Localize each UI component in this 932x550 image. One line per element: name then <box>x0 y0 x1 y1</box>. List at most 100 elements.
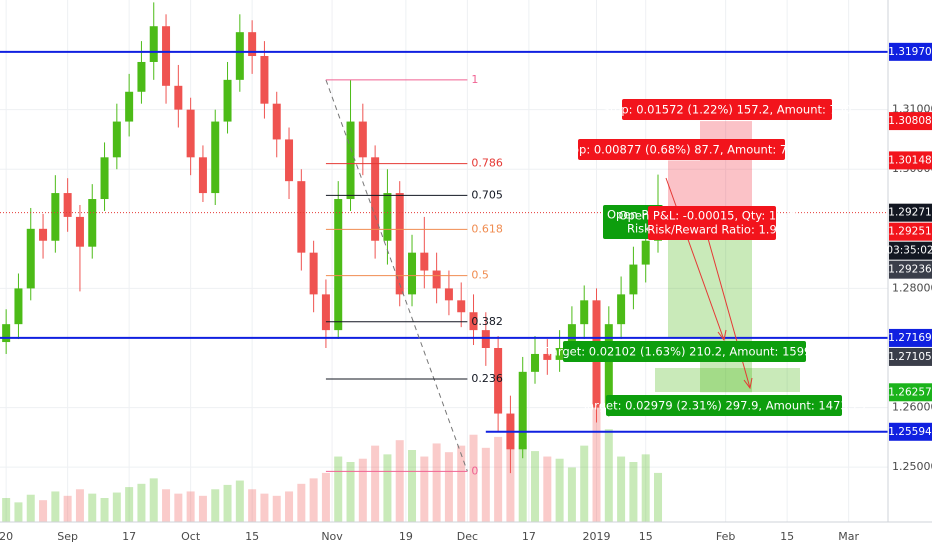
candle-body <box>285 139 294 182</box>
fib-label: 0.786 <box>471 157 503 170</box>
volume-bar <box>531 451 540 522</box>
volume-bar <box>75 489 84 522</box>
candle-body <box>297 181 306 253</box>
volume-bar <box>174 493 183 522</box>
candle-body <box>39 228 48 241</box>
candle-body <box>26 228 35 289</box>
candle-body <box>494 348 503 414</box>
candle-body <box>125 91 134 122</box>
x-tick-label: 17 <box>522 530 536 543</box>
stop-label: Stop: 0.00877 (0.68%) 87.7, Amount: 750 <box>560 143 802 157</box>
candle-body <box>457 300 466 313</box>
candle-body <box>531 353 540 372</box>
y-tick-label: 1.25000 <box>892 460 932 473</box>
candle-body <box>75 216 84 247</box>
price-badge <box>889 260 932 279</box>
price-badge <box>889 42 932 61</box>
price-badge <box>889 241 932 260</box>
x-tick-label: 2019 <box>583 530 611 543</box>
volume-bar <box>100 498 109 522</box>
candle-body <box>2 324 11 343</box>
volume-bar <box>334 456 343 522</box>
candle-body <box>580 300 589 325</box>
fib-label: 0 <box>471 464 478 477</box>
price-badge-label: 1.27169 <box>888 332 931 344</box>
price-badge <box>889 222 932 241</box>
x-tick-label: 20 <box>0 530 13 543</box>
price-badge <box>889 112 932 131</box>
x-tick-label: 15 <box>639 530 653 543</box>
candle-body <box>334 199 343 331</box>
candle-body <box>481 330 490 348</box>
volume-bar <box>580 445 589 522</box>
fib-label: 0.382 <box>471 315 503 328</box>
x-tick-label: Dec <box>457 530 478 543</box>
candle-body <box>358 121 367 158</box>
candle-body <box>137 61 146 92</box>
candle-body <box>321 294 330 331</box>
x-tick-label: Mar <box>838 530 859 543</box>
rr-hidden: Risk <box>627 222 651 236</box>
volume-bar <box>63 495 72 522</box>
price-badge <box>889 422 932 441</box>
volume-bar <box>39 500 48 522</box>
pnl-label: Open P&L: -0.00015, Qty: 15903 <box>619 209 806 223</box>
candle-body <box>408 252 417 295</box>
volume-bar <box>346 462 355 522</box>
candle-body <box>395 193 404 295</box>
volume-bar <box>481 447 490 522</box>
candle-body <box>149 26 158 62</box>
fib-label: 0.236 <box>471 372 503 385</box>
candle-body <box>641 240 650 265</box>
volume-bar <box>2 498 11 522</box>
volume-bar <box>592 402 601 522</box>
price-badge <box>889 347 932 366</box>
fib-label: 0.5 <box>471 269 489 282</box>
volume-bar <box>235 480 244 522</box>
candle-body <box>235 32 244 80</box>
volume-bar <box>272 495 281 522</box>
candle-body <box>371 157 380 241</box>
candle-body <box>112 121 121 158</box>
target-zone <box>655 368 800 392</box>
volume-bar <box>186 491 195 522</box>
volume-bar <box>432 443 441 522</box>
price-badge-label: 03:35:02 <box>886 245 932 257</box>
candle-body <box>186 109 195 158</box>
x-tick-label: 15 <box>780 530 794 543</box>
candle-body <box>617 294 626 325</box>
candle-body <box>198 157 207 194</box>
pnl-box <box>648 206 776 240</box>
candle-body <box>174 85 183 110</box>
volume-bar <box>112 492 121 522</box>
price-badge-label: 1.26257 <box>888 386 931 398</box>
price-badge-label: 1.30148 <box>888 154 931 166</box>
candle-body <box>346 121 355 200</box>
stop-label: Stop: 0.01572 (1.22%) 157.2, Amount: 750 <box>603 103 852 117</box>
candle-body <box>51 193 60 241</box>
arrow-head <box>743 377 753 390</box>
arrow-head <box>717 329 727 342</box>
x-tick-label: 17 <box>122 530 136 543</box>
volume-bar <box>444 452 453 522</box>
target-box <box>563 341 806 362</box>
volume-bar <box>383 454 392 522</box>
stop-box <box>622 99 832 120</box>
price-badge-label: 1.25594 <box>888 426 932 438</box>
candle-body <box>309 252 318 295</box>
price-badge-label: 1.29271 <box>888 207 931 219</box>
annotations: Open P& Risk Stop: 0.01572 (1.22%) 157.2… <box>545 99 866 416</box>
volume-bar <box>408 450 417 522</box>
x-tick-label: 15 <box>245 530 259 543</box>
candle-body <box>14 288 23 325</box>
candle-body <box>604 324 613 408</box>
volume-bar <box>641 454 650 522</box>
candle-body <box>567 324 576 348</box>
price-badge-label: 1.31970 <box>888 46 931 58</box>
volume-bar <box>198 495 207 522</box>
volume-bar <box>149 478 158 522</box>
volume-bar <box>494 436 503 522</box>
volume-bar <box>211 489 220 522</box>
volume-bar <box>285 491 294 522</box>
